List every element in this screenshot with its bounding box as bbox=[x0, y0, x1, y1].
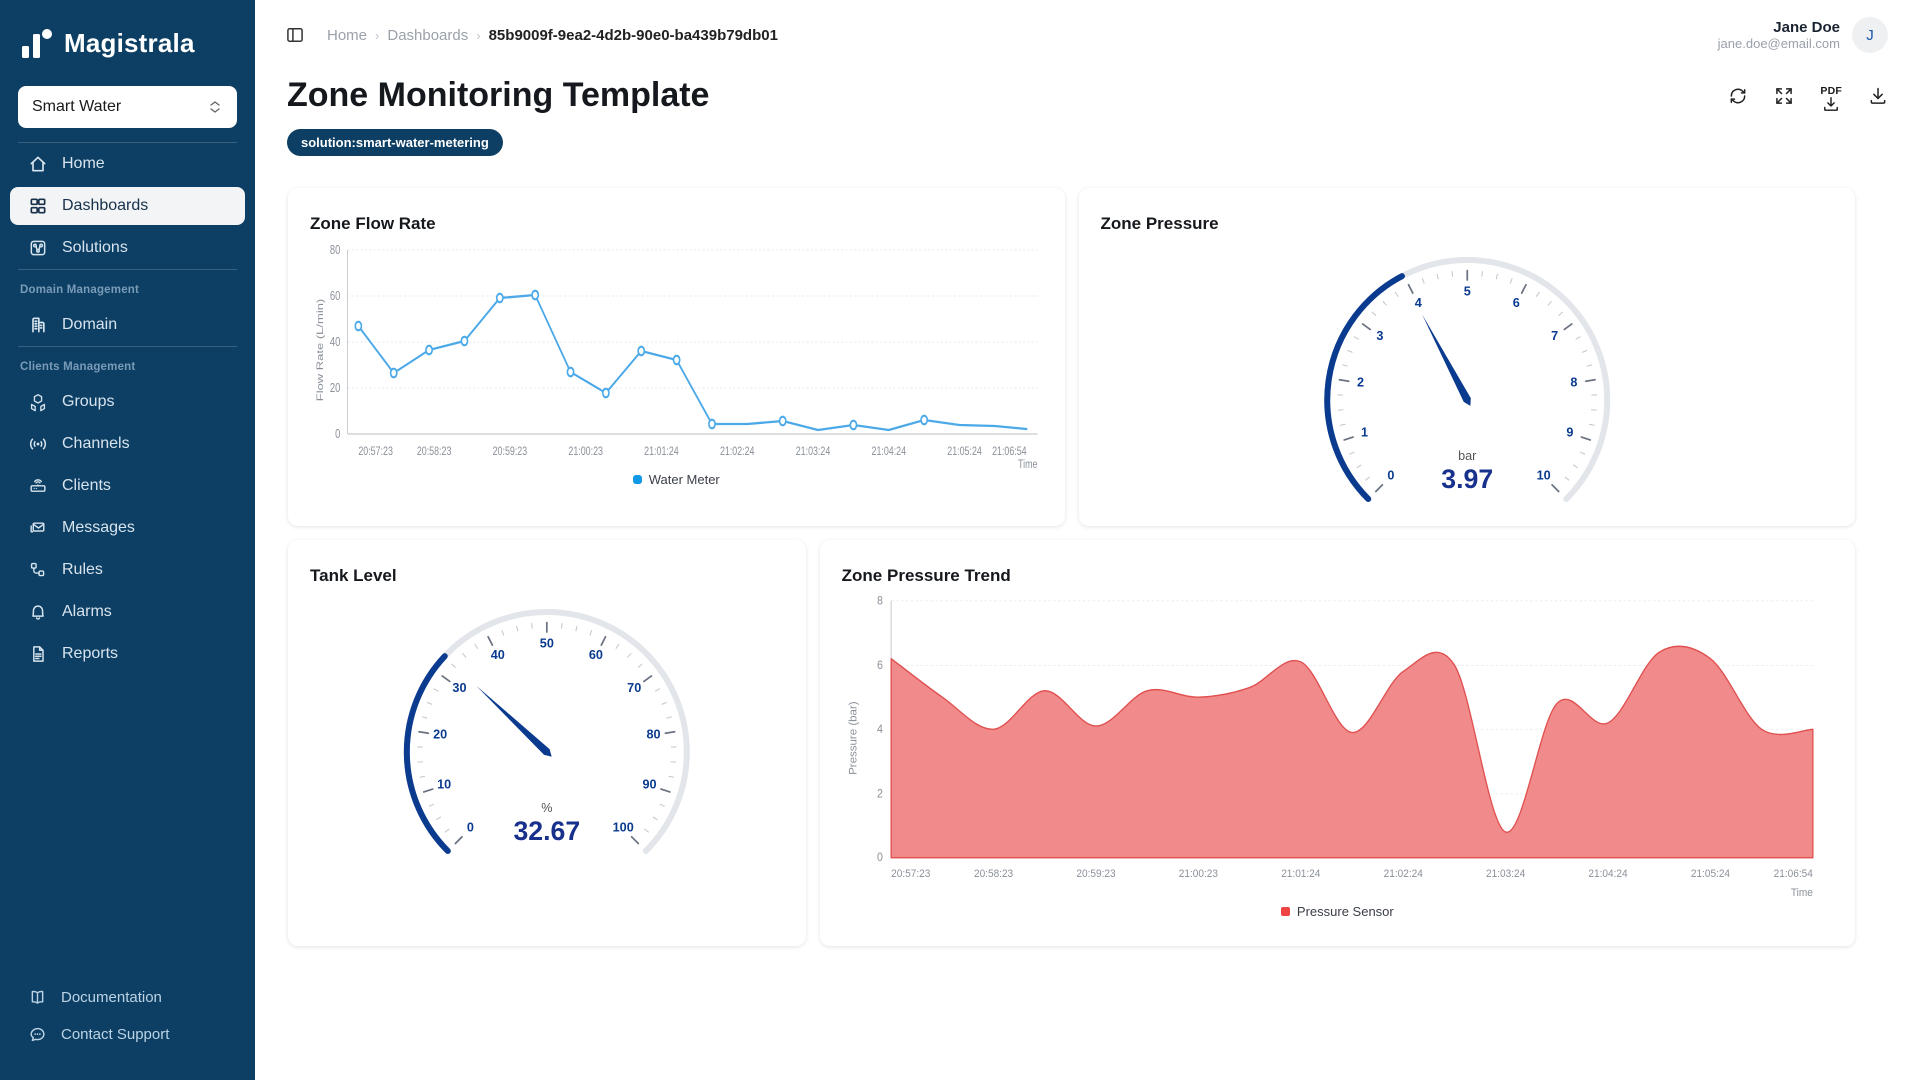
svg-text:40: 40 bbox=[330, 336, 340, 350]
svg-text:0: 0 bbox=[335, 428, 340, 442]
svg-text:21:02:24: 21:02:24 bbox=[1383, 869, 1422, 880]
svg-text:20:58:23: 20:58:23 bbox=[974, 869, 1013, 880]
svg-text:21:05:24: 21:05:24 bbox=[1691, 869, 1730, 880]
svg-text:%: % bbox=[541, 801, 552, 815]
svg-text:21:06:54: 21:06:54 bbox=[992, 445, 1027, 459]
svg-text:9: 9 bbox=[1566, 426, 1573, 440]
svg-text:21:04:24: 21:04:24 bbox=[1588, 869, 1627, 880]
svg-text:Pressure (bar): Pressure (bar) bbox=[848, 701, 860, 774]
svg-text:Time: Time bbox=[1791, 887, 1813, 898]
svg-text:8: 8 bbox=[1570, 375, 1577, 389]
svg-text:60: 60 bbox=[330, 290, 340, 304]
svg-text:4: 4 bbox=[1414, 296, 1421, 310]
svg-text:bar: bar bbox=[1458, 449, 1476, 463]
svg-text:80: 80 bbox=[646, 727, 660, 741]
svg-text:70: 70 bbox=[627, 681, 641, 695]
svg-text:32.67: 32.67 bbox=[513, 816, 580, 846]
svg-text:10: 10 bbox=[437, 778, 451, 792]
svg-text:21:00:23: 21:00:23 bbox=[568, 445, 603, 459]
svg-text:6: 6 bbox=[877, 660, 883, 672]
svg-text:1: 1 bbox=[1361, 426, 1368, 440]
svg-text:21:06:54: 21:06:54 bbox=[1773, 869, 1812, 880]
svg-text:21:00:23: 21:00:23 bbox=[1178, 869, 1217, 880]
svg-text:10: 10 bbox=[1536, 469, 1550, 483]
svg-text:21:01:24: 21:01:24 bbox=[644, 445, 679, 459]
svg-text:0: 0 bbox=[877, 852, 883, 864]
svg-text:2: 2 bbox=[1357, 375, 1364, 389]
svg-text:20:57:23: 20:57:23 bbox=[891, 869, 930, 880]
svg-text:2: 2 bbox=[877, 788, 883, 800]
svg-text:90: 90 bbox=[643, 778, 657, 792]
svg-text:21:04:24: 21:04:24 bbox=[872, 445, 907, 459]
svg-text:60: 60 bbox=[589, 648, 603, 662]
svg-text:Time: Time bbox=[1018, 458, 1037, 470]
svg-text:8: 8 bbox=[877, 595, 883, 607]
svg-text:0: 0 bbox=[467, 821, 474, 835]
svg-text:30: 30 bbox=[452, 681, 466, 695]
svg-text:20: 20 bbox=[330, 382, 340, 396]
svg-text:20:57:23: 20:57:23 bbox=[358, 445, 393, 459]
svg-text:4: 4 bbox=[877, 723, 883, 735]
svg-text:Flow Rate (L/min): Flow Rate (L/min) bbox=[316, 298, 326, 401]
svg-text:7: 7 bbox=[1551, 329, 1558, 343]
svg-text:20:58:23: 20:58:23 bbox=[417, 445, 452, 459]
svg-text:5: 5 bbox=[1463, 284, 1470, 298]
svg-text:80: 80 bbox=[330, 244, 340, 258]
svg-text:40: 40 bbox=[491, 648, 505, 662]
svg-text:50: 50 bbox=[540, 636, 554, 650]
svg-text:20:59:23: 20:59:23 bbox=[493, 445, 528, 459]
svg-text:21:02:24: 21:02:24 bbox=[720, 445, 755, 459]
svg-text:3.97: 3.97 bbox=[1441, 464, 1493, 494]
svg-text:21:03:24: 21:03:24 bbox=[1486, 869, 1525, 880]
svg-text:21:05:24: 21:05:24 bbox=[947, 445, 982, 459]
svg-text:0: 0 bbox=[1387, 469, 1394, 483]
svg-text:21:01:24: 21:01:24 bbox=[1281, 869, 1320, 880]
svg-text:21:03:24: 21:03:24 bbox=[796, 445, 831, 459]
svg-text:100: 100 bbox=[613, 821, 634, 835]
svg-text:3: 3 bbox=[1376, 329, 1383, 343]
svg-text:20: 20 bbox=[433, 727, 447, 741]
svg-text:6: 6 bbox=[1512, 296, 1519, 310]
svg-text:20:59:23: 20:59:23 bbox=[1076, 869, 1115, 880]
